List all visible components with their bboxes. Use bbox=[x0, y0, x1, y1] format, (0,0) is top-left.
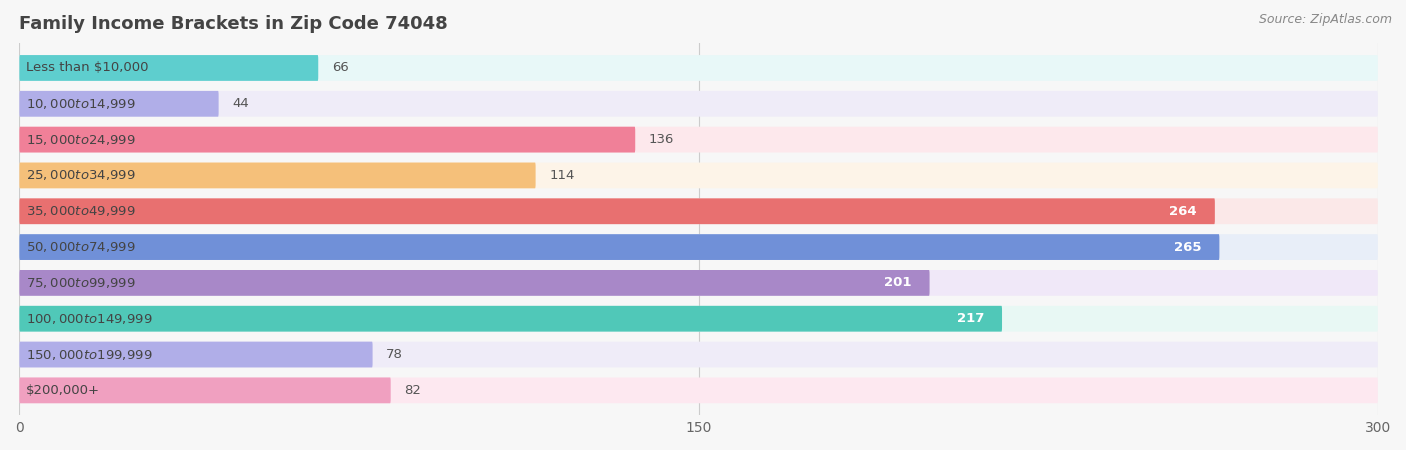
Text: 264: 264 bbox=[1170, 205, 1197, 218]
Text: Less than $10,000: Less than $10,000 bbox=[27, 62, 149, 74]
FancyBboxPatch shape bbox=[20, 306, 1378, 332]
FancyBboxPatch shape bbox=[20, 342, 1378, 368]
FancyBboxPatch shape bbox=[20, 162, 1378, 189]
Text: 66: 66 bbox=[332, 62, 349, 74]
Text: $15,000 to $24,999: $15,000 to $24,999 bbox=[27, 133, 136, 147]
Text: Family Income Brackets in Zip Code 74048: Family Income Brackets in Zip Code 74048 bbox=[20, 15, 449, 33]
FancyBboxPatch shape bbox=[20, 162, 536, 189]
FancyBboxPatch shape bbox=[20, 91, 1378, 117]
Text: 44: 44 bbox=[232, 97, 249, 110]
FancyBboxPatch shape bbox=[20, 234, 1219, 260]
Text: $100,000 to $149,999: $100,000 to $149,999 bbox=[27, 312, 153, 326]
FancyBboxPatch shape bbox=[20, 306, 1002, 332]
FancyBboxPatch shape bbox=[20, 127, 1378, 153]
Text: 265: 265 bbox=[1174, 241, 1201, 254]
Text: $10,000 to $14,999: $10,000 to $14,999 bbox=[27, 97, 136, 111]
Text: $50,000 to $74,999: $50,000 to $74,999 bbox=[27, 240, 136, 254]
FancyBboxPatch shape bbox=[20, 270, 929, 296]
Text: $150,000 to $199,999: $150,000 to $199,999 bbox=[27, 347, 153, 361]
FancyBboxPatch shape bbox=[20, 270, 1378, 296]
Text: $35,000 to $49,999: $35,000 to $49,999 bbox=[27, 204, 136, 218]
FancyBboxPatch shape bbox=[20, 55, 318, 81]
Text: Source: ZipAtlas.com: Source: ZipAtlas.com bbox=[1258, 14, 1392, 27]
Text: 114: 114 bbox=[550, 169, 575, 182]
FancyBboxPatch shape bbox=[20, 198, 1215, 224]
Text: $200,000+: $200,000+ bbox=[27, 384, 100, 397]
FancyBboxPatch shape bbox=[20, 198, 1378, 224]
FancyBboxPatch shape bbox=[20, 378, 391, 403]
FancyBboxPatch shape bbox=[20, 91, 218, 117]
Text: 78: 78 bbox=[387, 348, 404, 361]
FancyBboxPatch shape bbox=[20, 55, 1378, 81]
FancyBboxPatch shape bbox=[20, 378, 1378, 403]
Text: 136: 136 bbox=[648, 133, 675, 146]
Text: $75,000 to $99,999: $75,000 to $99,999 bbox=[27, 276, 136, 290]
FancyBboxPatch shape bbox=[20, 342, 373, 368]
Text: 201: 201 bbox=[884, 276, 911, 289]
FancyBboxPatch shape bbox=[20, 127, 636, 153]
Text: $25,000 to $34,999: $25,000 to $34,999 bbox=[27, 168, 136, 182]
FancyBboxPatch shape bbox=[20, 234, 1378, 260]
Text: 217: 217 bbox=[956, 312, 984, 325]
Text: 82: 82 bbox=[405, 384, 422, 397]
